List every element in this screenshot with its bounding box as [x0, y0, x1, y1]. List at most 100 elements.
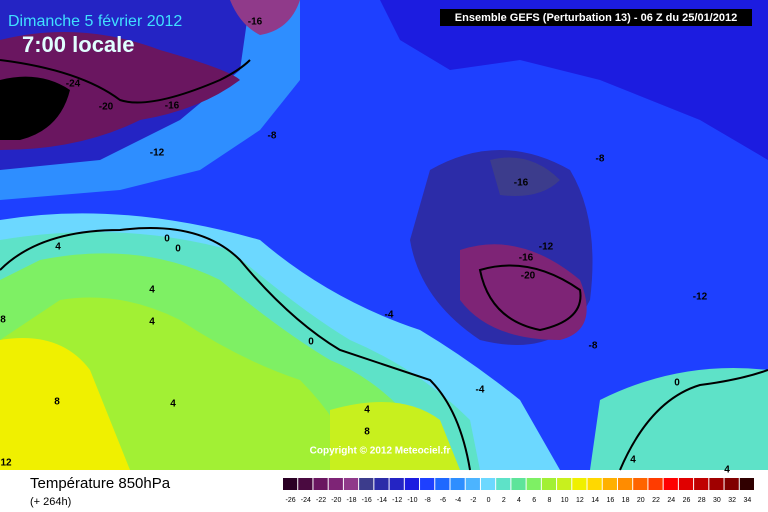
scale-swatch — [648, 478, 663, 490]
scale-swatch — [404, 478, 420, 490]
scale-swatch — [663, 478, 678, 490]
contour-label: 4 — [149, 317, 155, 328]
scale-swatch — [283, 478, 298, 490]
scale-label: 34 — [743, 497, 751, 504]
scale-label: 16 — [606, 497, 614, 504]
scale-label: -22 — [316, 497, 326, 504]
scale-swatch — [709, 478, 724, 490]
contour-label: -20 — [99, 102, 114, 113]
contour-label: 8 — [0, 315, 6, 326]
copyright: Copyright © 2012 Meteociel.fr — [310, 446, 451, 457]
scale-swatch — [480, 478, 496, 490]
contour-label: -28 — [36, 104, 51, 115]
scale-label: 10 — [561, 497, 569, 504]
scale-label: -8 — [425, 497, 431, 504]
scale-label: 12 — [576, 497, 584, 504]
scale-label: -26 — [286, 497, 296, 504]
contour-lines — [0, 59, 768, 471]
contour-label: -4 — [385, 310, 394, 321]
contour-label: 0 — [308, 337, 314, 348]
contour-label: 0 — [674, 378, 680, 389]
contour-label: -12 — [150, 148, 165, 159]
scale-label: 8 — [547, 497, 551, 504]
scale-label: 0 — [487, 497, 491, 504]
time: 7:00 locale — [22, 32, 135, 57]
scale-swatch — [557, 478, 572, 490]
scale-swatch — [450, 478, 465, 490]
scale-label: -12 — [392, 497, 402, 504]
scale-label: 22 — [652, 497, 660, 504]
scale-swatch — [602, 478, 617, 490]
scale-label: 30 — [713, 497, 721, 504]
scale-label: -16 — [362, 497, 372, 504]
contour-label: -24 — [66, 79, 81, 90]
scale-swatch — [633, 478, 648, 490]
contour-label: 12 — [0, 458, 12, 469]
scale-label: 6 — [532, 497, 536, 504]
scale-label: -6 — [440, 497, 446, 504]
contour-label: -12 — [693, 292, 708, 303]
scale-label: -4 — [455, 497, 461, 504]
scale-swatch — [298, 478, 313, 490]
contour-label: -16 — [248, 17, 263, 28]
map-field — [0, 0, 768, 471]
scale-swatch — [343, 478, 359, 490]
scale-swatch — [541, 478, 557, 490]
scale-swatch — [678, 478, 694, 490]
scale-label: 28 — [698, 497, 706, 504]
contour-label: -4 — [476, 385, 485, 396]
source: Ensemble GEFS (Perturbation 13) - 06 Z d… — [455, 12, 737, 24]
contour-label: 4 — [724, 465, 730, 476]
scale-swatch — [389, 478, 404, 490]
scale-label: -2 — [470, 497, 476, 504]
scale-label: -14 — [377, 497, 387, 504]
contour-label: 0 — [164, 234, 170, 245]
footer-subtitle: (+ 264h) — [30, 496, 71, 508]
source-box — [440, 9, 752, 26]
color-scale: -26 -24 -22 -20 -18 -16 -14 -12 -10 -8 -6 -4 -2 0 2 4 6 8… — [283, 478, 754, 504]
scale-label: 32 — [728, 497, 736, 504]
contour-label: -8 — [589, 341, 598, 352]
contour-label: -16 — [165, 101, 180, 112]
contour-label: -16 — [514, 178, 529, 189]
scale-swatch — [496, 478, 511, 490]
contour-label: -8 — [268, 131, 277, 142]
contour-label: -20 — [521, 271, 536, 282]
scale-swatch — [572, 478, 587, 490]
scale-swatch — [359, 478, 374, 490]
scale-label: -18 — [346, 497, 356, 504]
scale-swatch — [511, 478, 526, 490]
scale-label: 4 — [517, 497, 521, 504]
scale-label: 14 — [591, 497, 599, 504]
scale-swatch — [526, 478, 541, 490]
scale-swatch — [724, 478, 739, 490]
scale-label: 26 — [683, 497, 691, 504]
scale-swatch — [587, 478, 602, 490]
scale-swatch — [313, 478, 328, 490]
contour-label: 4 — [170, 399, 176, 410]
scale-label: 18 — [622, 497, 630, 504]
scale-label: -20 — [331, 497, 341, 504]
contour-label: 4 — [55, 242, 61, 253]
scale-swatch — [435, 478, 450, 490]
scale-label: 20 — [637, 497, 645, 504]
contour-labels: -16 -24 -28 -20 -16 -12 -8 -16 -8 -12 -16 -20 -12 -8 0… — [0, 17, 730, 476]
contour-label: 4 — [630, 455, 636, 466]
scale-swatch — [694, 478, 709, 490]
scale-label: 2 — [502, 497, 506, 504]
scale-label: 24 — [667, 497, 675, 504]
contour-label: -16 — [519, 253, 534, 264]
scale-swatch — [465, 478, 480, 490]
scale-swatch — [739, 478, 754, 490]
contour-label: 8 — [54, 397, 60, 408]
scale-swatch — [420, 478, 435, 490]
contour-label: 4 — [149, 285, 155, 296]
scale-swatch — [617, 478, 633, 490]
scale-label: -24 — [301, 497, 311, 504]
contour-label: -8 — [596, 154, 605, 165]
contour-label: 8 — [364, 427, 370, 438]
scale-swatch — [328, 478, 343, 490]
scale-label: -10 — [407, 497, 417, 504]
date: Dimanche 5 février 2012 — [8, 13, 182, 30]
